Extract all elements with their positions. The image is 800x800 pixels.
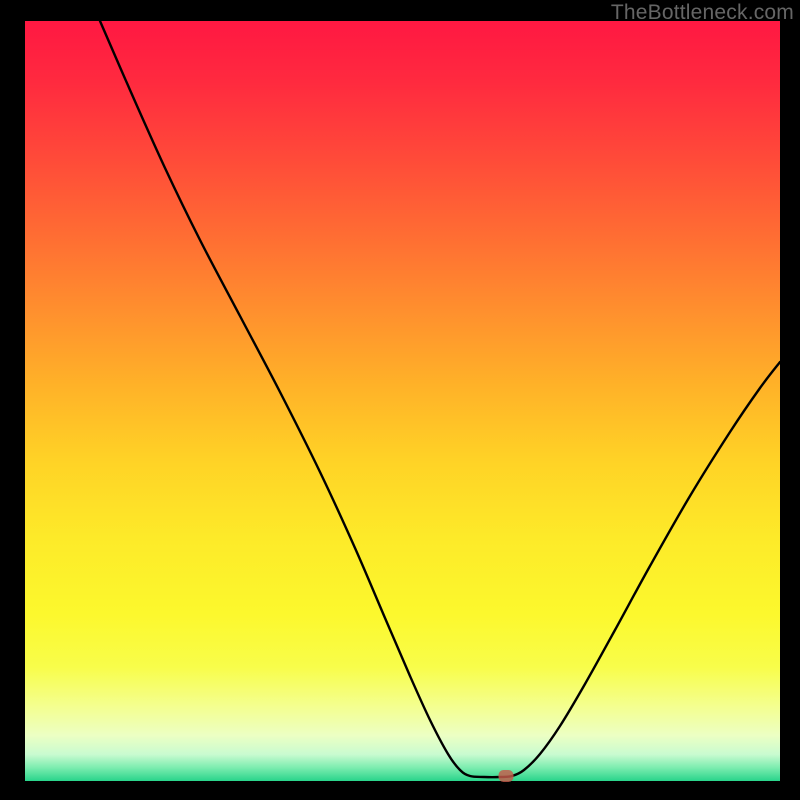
watermark-text: TheBottleneck.com	[611, 1, 794, 25]
frame-right	[780, 0, 800, 800]
frame-bottom	[0, 781, 800, 800]
frame-left	[0, 0, 25, 800]
chart-svg	[0, 0, 800, 800]
minimum-marker	[499, 770, 514, 782]
plot-background	[25, 21, 780, 781]
chart-stage: TheBottleneck.com	[0, 0, 800, 800]
